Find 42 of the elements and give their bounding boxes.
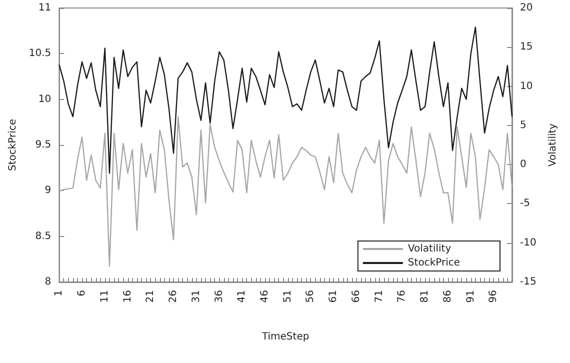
y-tick-label: 9 [44,185,52,196]
y-tick-label: 8.5 [35,230,52,242]
x-axis-title: TimeStep [260,332,310,342]
y2-tick-label: 20 [520,2,533,14]
y-tick-label: 8 [44,276,52,288]
x-tick-label: 6 [76,290,88,296]
x-tick-label: 46 [260,290,270,303]
y2-tick-label: -5 [520,198,530,210]
x-tick-label: 31 [190,290,202,303]
x-tick-label: 1 [54,290,65,296]
x-tick-label: 61 [328,290,340,303]
x-tick-label: 71 [374,290,385,303]
x-tick-label: 81 [420,290,431,303]
y-tick-label: 10 [38,94,52,105]
x-tick-label: 16 [122,290,134,303]
y2-tick-label: -15 [520,276,536,288]
x-tick-label: 26 [168,290,180,303]
y2-tick-label: 15 [520,42,533,53]
x-tick-label: 41 [236,290,248,303]
y2-tick-label: 0 [520,159,526,170]
x-tick-label: 86 [442,290,454,303]
x-tick-label: 36 [214,290,225,303]
y-tick-label: 9.5 [35,140,52,150]
x-tick-label: 76 [396,290,408,303]
x-tick-label: 91 [465,290,476,303]
legend-label: StockPrice [408,258,460,268]
y-tick-label: 10.5 [28,48,52,60]
x-tick-label: 21 [145,290,156,303]
x-tick-label: 51 [282,290,294,303]
y2-axis-title: Volatility [548,123,558,167]
x-tick-label: 66 [350,290,362,303]
x-tick-label: 11 [99,290,110,303]
y2-tick-label: 5 [520,120,526,131]
x-tick-label: 56 [305,290,316,303]
y2-tick-label: -10 [520,237,536,248]
y-tick-label: 11 [38,2,52,14]
legend-label: Volatility [408,244,452,254]
y2-tick-label: 10 [520,80,533,92]
y-axis-title: StockPrice [8,118,18,172]
line-series [58,116,513,267]
x-tick-label: 96 [488,290,500,303]
line-series [58,26,513,174]
